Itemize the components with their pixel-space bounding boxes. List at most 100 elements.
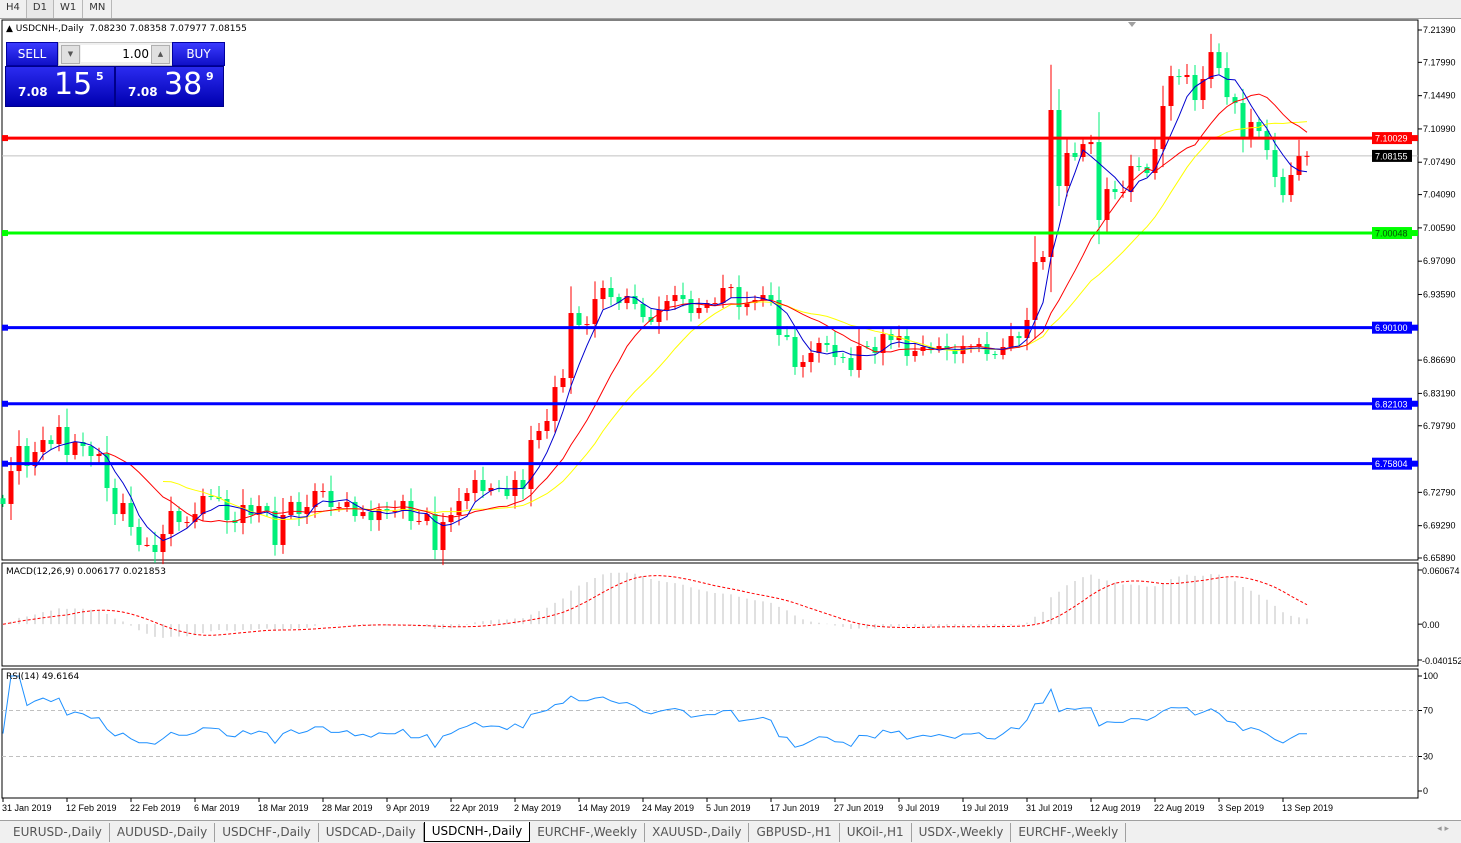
- candle: [696, 298, 702, 319]
- candle-body: [272, 511, 278, 545]
- candle-body: [800, 362, 806, 367]
- candle: [480, 466, 486, 498]
- lot-size-input[interactable]: [81, 45, 151, 62]
- candle: [248, 497, 254, 524]
- chart-tab[interactable]: EURCHF-,Weekly: [1011, 822, 1127, 842]
- candle-body: [256, 506, 262, 515]
- candle: [1128, 154, 1134, 202]
- chart-canvas[interactable]: 7.21390 7.17990 7.14490 7.10990 7.07490 7.040…: [0, 0, 1461, 820]
- timeframe-mn[interactable]: MN: [83, 0, 113, 18]
- chart-tab[interactable]: USDCNH-,Daily: [423, 822, 531, 842]
- candle-body: [480, 479, 486, 492]
- chart-tab[interactable]: EURUSD-,Daily: [6, 822, 110, 842]
- candle: [728, 283, 734, 298]
- candle-body: [1120, 192, 1126, 194]
- candle: [1216, 43, 1222, 75]
- candle-body: [224, 499, 230, 521]
- candle-body: [1288, 174, 1294, 196]
- chart-tab[interactable]: EURCHF-,Weekly: [530, 822, 646, 842]
- chart-tab[interactable]: AUDUSD-,Daily: [110, 822, 216, 842]
- price-tick-label: 6.93590: [1423, 289, 1456, 299]
- candle: [1232, 93, 1238, 114]
- date-label: 12 Aug 2019: [1090, 803, 1141, 813]
- candle: [200, 488, 206, 522]
- candle-body: [64, 426, 70, 455]
- buy-button[interactable]: BUY: [172, 42, 225, 66]
- candle: [1288, 162, 1294, 202]
- candle-body: [8, 471, 14, 504]
- candle-body: [520, 479, 526, 490]
- lot-size-control: ▼ ▲: [58, 42, 173, 66]
- timeframe-w1[interactable]: W1: [54, 0, 84, 18]
- chart-tab[interactable]: GBPUSD-,H1: [749, 822, 840, 842]
- candle-body: [584, 324, 590, 326]
- candle: [64, 408, 70, 464]
- candle: [152, 531, 158, 563]
- buy-price-fraction: 9: [206, 70, 214, 83]
- candle-body: [32, 452, 38, 467]
- candle: [1056, 89, 1062, 206]
- date-label: 31 Jul 2019: [1026, 803, 1073, 813]
- date-label: 6 Mar 2019: [194, 803, 240, 813]
- sell-price[interactable]: 7.08 15 5: [5, 66, 115, 107]
- candle: [576, 306, 582, 330]
- macd-label: MACD(12,26,9) 0.006177 0.021853: [6, 567, 166, 577]
- candle-body: [208, 495, 214, 498]
- current-price-label: 7.08155: [1375, 151, 1408, 161]
- level-handle-left: [2, 324, 8, 331]
- candle-body: [368, 512, 374, 521]
- candle: [640, 297, 646, 323]
- candle: [1104, 177, 1110, 234]
- candle-body: [1280, 176, 1286, 196]
- lot-decrease-button[interactable]: ▼: [61, 45, 80, 64]
- candle-body: [472, 479, 478, 494]
- candle-body: [432, 514, 438, 551]
- candle-body: [1136, 166, 1142, 168]
- level-handle-right: [1412, 230, 1418, 237]
- candle: [112, 478, 118, 525]
- candle-body: [104, 454, 110, 488]
- chart-tab[interactable]: USDCAD-,Daily: [319, 822, 424, 842]
- candle-body: [40, 440, 46, 453]
- price-tick-label: 7.14490: [1423, 91, 1456, 101]
- candle-body: [1256, 121, 1262, 132]
- tab-scroll-arrows-icon[interactable]: ◂ ▸: [1437, 824, 1449, 834]
- sell-button[interactable]: SELL: [6, 42, 58, 66]
- candle: [584, 316, 590, 335]
- candle: [32, 441, 38, 476]
- chart-tab[interactable]: USDCHF-,Daily: [215, 822, 319, 842]
- chart-tab[interactable]: UKOil-,H1: [840, 822, 912, 842]
- candle-body: [616, 297, 622, 304]
- date-label: 9 Jul 2019: [898, 803, 940, 813]
- candle-body: [712, 303, 718, 305]
- buy-price[interactable]: 7.08 38 9: [115, 66, 224, 107]
- candle: [1064, 139, 1070, 197]
- candle: [320, 483, 326, 498]
- candle: [1072, 142, 1078, 161]
- candle-body: [680, 295, 686, 300]
- candle-body: [776, 299, 782, 336]
- lot-increase-button[interactable]: ▲: [151, 45, 170, 64]
- candle-body: [168, 511, 174, 535]
- date-label: 22 Aug 2019: [1154, 803, 1205, 813]
- timeframe-d1[interactable]: D1: [26, 0, 54, 18]
- candle-body: [688, 299, 694, 314]
- candle-body: [856, 346, 862, 371]
- chart-tab[interactable]: USDX-,Weekly: [912, 822, 1012, 842]
- chart-tab[interactable]: XAUUSD-,Daily: [645, 822, 750, 842]
- candle-body: [832, 344, 838, 357]
- candle-body: [440, 522, 446, 551]
- candle: [104, 436, 110, 502]
- date-label: 5 Jun 2019: [706, 803, 751, 813]
- candle-body: [656, 309, 662, 322]
- candle-body: [992, 354, 998, 356]
- candle-body: [936, 346, 942, 351]
- candle-body: [816, 342, 822, 353]
- level-handle-right: [1412, 135, 1418, 142]
- timeframe-h4[interactable]: H4: [0, 0, 27, 18]
- collapse-triangle-icon[interactable]: ▲: [6, 24, 13, 34]
- candle-body: [1248, 121, 1254, 138]
- candle-body: [1240, 103, 1246, 138]
- candle: [600, 280, 606, 309]
- level-handle-right: [1412, 324, 1418, 331]
